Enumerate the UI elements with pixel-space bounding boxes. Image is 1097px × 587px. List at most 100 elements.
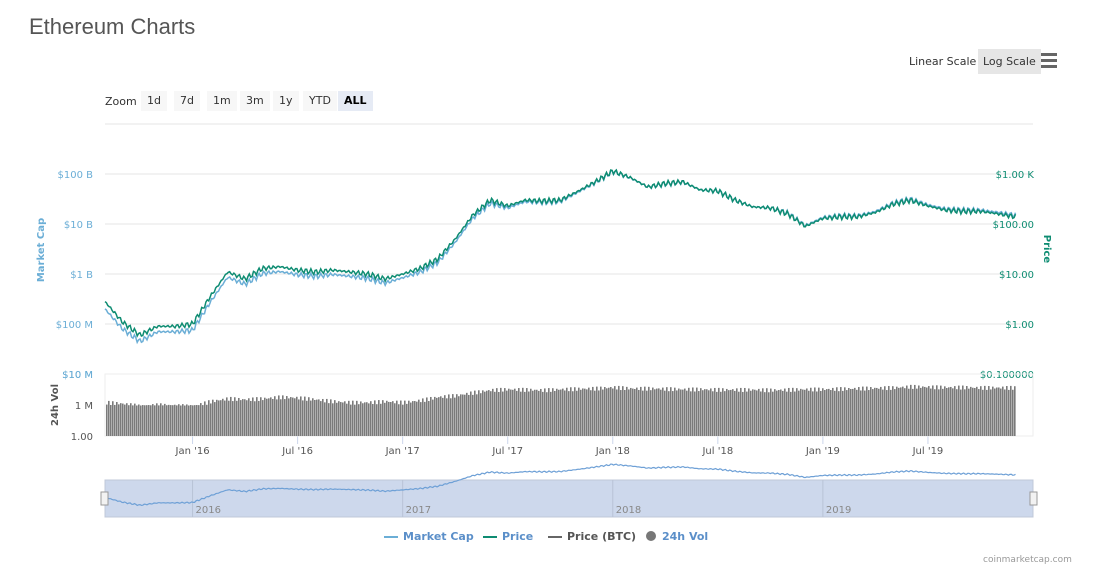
volume-bar	[804, 389, 806, 436]
volume-bar	[1014, 386, 1016, 436]
volume-bar	[392, 401, 394, 436]
volume-bar	[254, 401, 256, 436]
volume-bar	[422, 398, 424, 436]
volume-bar	[464, 394, 466, 436]
volume-bar	[136, 405, 138, 436]
volume-bar	[310, 400, 312, 436]
volume-bar	[238, 397, 240, 436]
volume-bar	[148, 405, 150, 436]
volume-bar	[234, 397, 236, 436]
volume-bar	[228, 400, 230, 436]
volume-bar	[936, 385, 938, 436]
volume-bar	[614, 386, 616, 436]
volume-bar	[866, 386, 868, 436]
volume-bar	[468, 394, 470, 436]
volume-bar	[746, 391, 748, 436]
volume-bar	[882, 389, 884, 436]
price-tick: $10.00	[999, 270, 1034, 281]
volume-bar	[232, 401, 234, 436]
volume-bar	[888, 385, 890, 436]
zoom-7d-button[interactable]: 7d	[174, 91, 200, 111]
legend-24h-vol[interactable]: 24h Vol	[646, 530, 708, 543]
volume-bar	[172, 405, 174, 436]
volume-bar	[650, 390, 652, 436]
volume-bar	[654, 389, 656, 436]
volume-bar	[560, 389, 562, 436]
navigator-tick-label: 2016	[196, 505, 221, 516]
volume-bar	[240, 400, 242, 436]
x-tick-label: Jul '16	[281, 446, 313, 457]
volume-bar	[600, 386, 602, 436]
volume-bar	[428, 401, 430, 436]
volume-bar	[454, 397, 456, 436]
hamburger-menu-icon[interactable]	[1041, 53, 1057, 71]
log-scale-button[interactable]: Log Scale	[978, 49, 1041, 74]
volume-bar	[380, 403, 382, 436]
volume-bar	[144, 405, 146, 436]
volume-bar	[212, 399, 214, 436]
volume-bar	[266, 398, 268, 436]
volume-bar	[264, 397, 266, 436]
volume-bar	[816, 391, 818, 436]
volume-bar	[722, 388, 724, 436]
volume-bar	[416, 401, 418, 436]
volume-bar	[892, 386, 894, 436]
volume-bar	[658, 388, 660, 436]
volume-bar	[844, 387, 846, 436]
market-cap-tick: $100 B	[58, 170, 94, 181]
volume-bar	[252, 397, 254, 436]
legend-market-cap[interactable]: Market Cap	[384, 530, 474, 543]
navigator-range[interactable]	[104, 479, 1034, 518]
volume-bar	[514, 388, 516, 436]
volume-bar	[908, 388, 910, 436]
volume-bar	[796, 388, 798, 436]
legend-price-btc[interactable]: Price (BTC)	[548, 530, 636, 543]
volume-bar	[530, 388, 532, 436]
legend-label: Price	[502, 530, 534, 543]
legend-label: Price (BTC)	[567, 530, 637, 543]
volume-bar	[168, 404, 170, 436]
volume-bar	[738, 391, 740, 436]
volume-bar	[386, 400, 388, 436]
volume-bar	[898, 387, 900, 436]
volume-bar	[214, 402, 216, 436]
volume-bar	[210, 403, 212, 436]
volume-bar	[832, 387, 834, 436]
volume-bar	[920, 387, 922, 436]
volume-bar	[134, 403, 136, 436]
volume-bar	[154, 405, 156, 436]
volume-bar	[664, 390, 666, 436]
volume-bar	[182, 404, 184, 436]
volume-bar	[974, 387, 976, 436]
zoom-1d-button[interactable]: 1d	[141, 91, 167, 111]
volume-bar	[690, 391, 692, 436]
volume-bar	[858, 387, 860, 436]
volume-bar	[870, 387, 872, 436]
volume-bar	[224, 400, 226, 436]
zoom-all-button[interactable]: ALL	[338, 91, 373, 111]
navigator-left-handle[interactable]	[100, 491, 109, 506]
price-swatch	[483, 536, 497, 538]
volume-bar	[944, 386, 946, 436]
volume-bar	[864, 390, 866, 436]
volume-bar	[150, 405, 152, 436]
volume-bar	[874, 387, 876, 436]
zoom-ytd-button[interactable]: YTD	[303, 91, 337, 111]
volume-bar	[472, 394, 474, 436]
x-tick-label: Jan '18	[595, 446, 630, 457]
zoom-3m-button[interactable]: 3m	[240, 91, 270, 111]
zoom-1y-button[interactable]: 1y	[273, 91, 299, 111]
navigator-right-handle[interactable]	[1029, 491, 1038, 506]
legend-price[interactable]: Price	[483, 530, 533, 543]
price-tick: $1.00	[1005, 320, 1034, 331]
credit-link[interactable]: coinmarketcap.com	[983, 555, 1072, 565]
volume-bar	[354, 404, 356, 436]
volume-bar	[978, 389, 980, 436]
price-tick: $0.100000	[980, 370, 1034, 381]
zoom-1m-button[interactable]: 1m	[207, 91, 237, 111]
linear-scale-button[interactable]: Linear Scale	[909, 55, 977, 68]
volume-bar	[260, 397, 262, 436]
volume-bar	[930, 388, 932, 436]
volume-bar	[272, 398, 274, 436]
